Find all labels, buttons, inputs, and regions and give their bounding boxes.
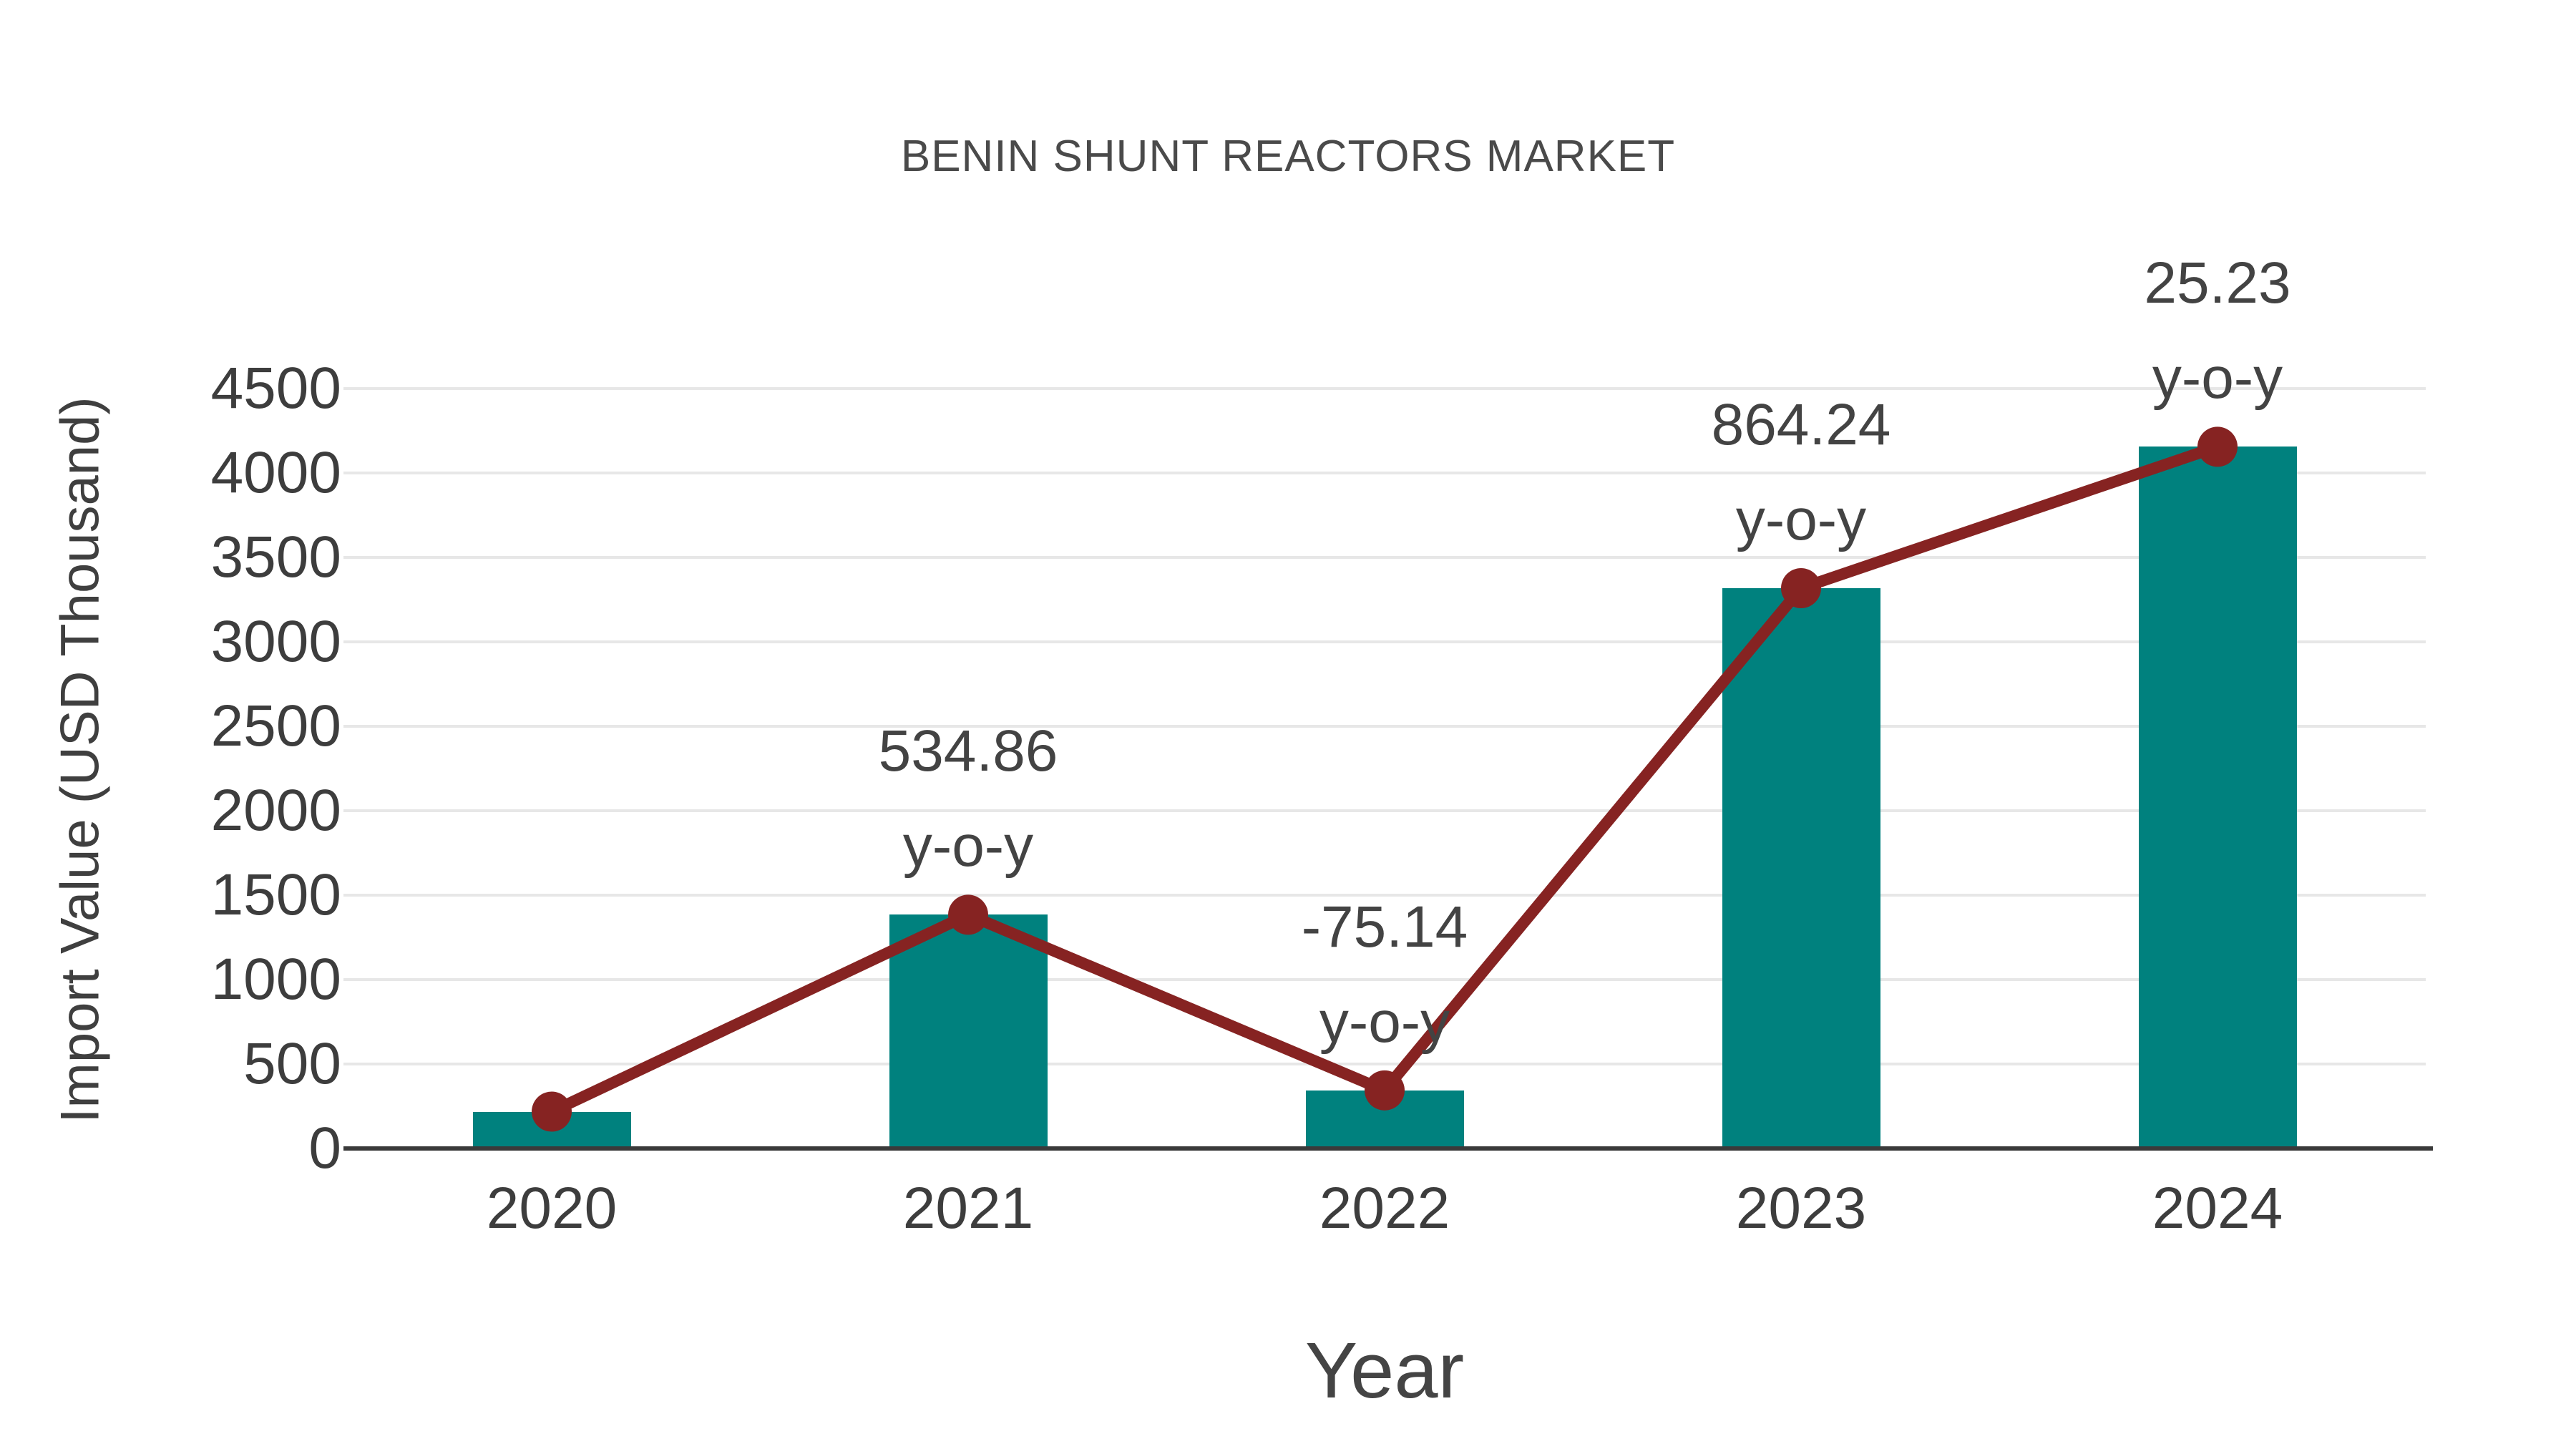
- y-tick-label: 3000: [210, 609, 341, 674]
- yoy-annotation-2021: 534.86 y-o-y: [879, 703, 1058, 894]
- gridline: [343, 725, 2426, 728]
- y-tick-label: 3500: [210, 525, 341, 590]
- y-tick-label: 2500: [210, 693, 341, 758]
- data-point-marker-2021: [948, 894, 988, 935]
- y-tick-label: 1000: [210, 947, 341, 1012]
- x-tick-label-2020: 2020: [486, 1176, 618, 1241]
- gridline: [343, 894, 2426, 897]
- yoy-annotation-value: -75.14: [1301, 894, 1468, 960]
- y-tick-label: 4000: [210, 440, 341, 505]
- gridline: [343, 640, 2426, 643]
- yoy-annotation-value: 25.23: [2144, 250, 2291, 316]
- yoy-annotation-value: 534.86: [878, 718, 1058, 784]
- x-tick-label-2024: 2024: [2152, 1176, 2283, 1241]
- yoy-annotation-suffix: y-o-y: [2152, 346, 2283, 411]
- data-point-marker-2020: [532, 1091, 572, 1132]
- bar-2023: [1722, 587, 1880, 1148]
- gridline: [343, 472, 2426, 474]
- yoy-annotation-value: 864.24: [1711, 391, 1891, 457]
- data-point-marker-2022: [1365, 1070, 1405, 1111]
- x-tick-label-2021: 2021: [902, 1176, 1034, 1241]
- y-tick-label: 4500: [210, 356, 341, 421]
- y-tick-label: 1500: [210, 862, 341, 927]
- yoy-annotation-suffix: y-o-y: [1735, 487, 1867, 552]
- x-tick-label-2022: 2022: [1319, 1176, 1450, 1241]
- gridline: [343, 387, 2426, 390]
- data-point-marker-2024: [2197, 426, 2238, 467]
- gridline: [343, 809, 2426, 812]
- gridline: [343, 556, 2426, 559]
- yoy-annotation-suffix: y-o-y: [1319, 989, 1450, 1055]
- bar-2021: [889, 914, 1048, 1148]
- x-tick-label-2023: 2023: [1735, 1176, 1867, 1241]
- x-axis-title: Year: [1304, 1327, 1465, 1415]
- bar-2024: [2138, 447, 2297, 1148]
- gridline: [343, 978, 2426, 981]
- yoy-annotation-2023: 864.24 y-o-y: [1712, 377, 1891, 567]
- yoy-annotation-suffix: y-o-y: [902, 814, 1034, 879]
- yoy-annotation-2022: -75.14 y-o-y: [1302, 879, 1468, 1070]
- x-axis-line: [343, 1146, 2433, 1151]
- gridline: [343, 1063, 2426, 1065]
- yoy-annotation-2024: 25.23 y-o-y: [2144, 235, 2290, 426]
- y-tick-label: 2000: [210, 778, 341, 843]
- chart-title: BENIN SHUNT REACTORS MARKET: [900, 132, 1676, 181]
- data-point-marker-2023: [1781, 567, 1821, 608]
- y-tick-label: 500: [243, 1031, 341, 1096]
- y-tick-label: 0: [308, 1116, 341, 1181]
